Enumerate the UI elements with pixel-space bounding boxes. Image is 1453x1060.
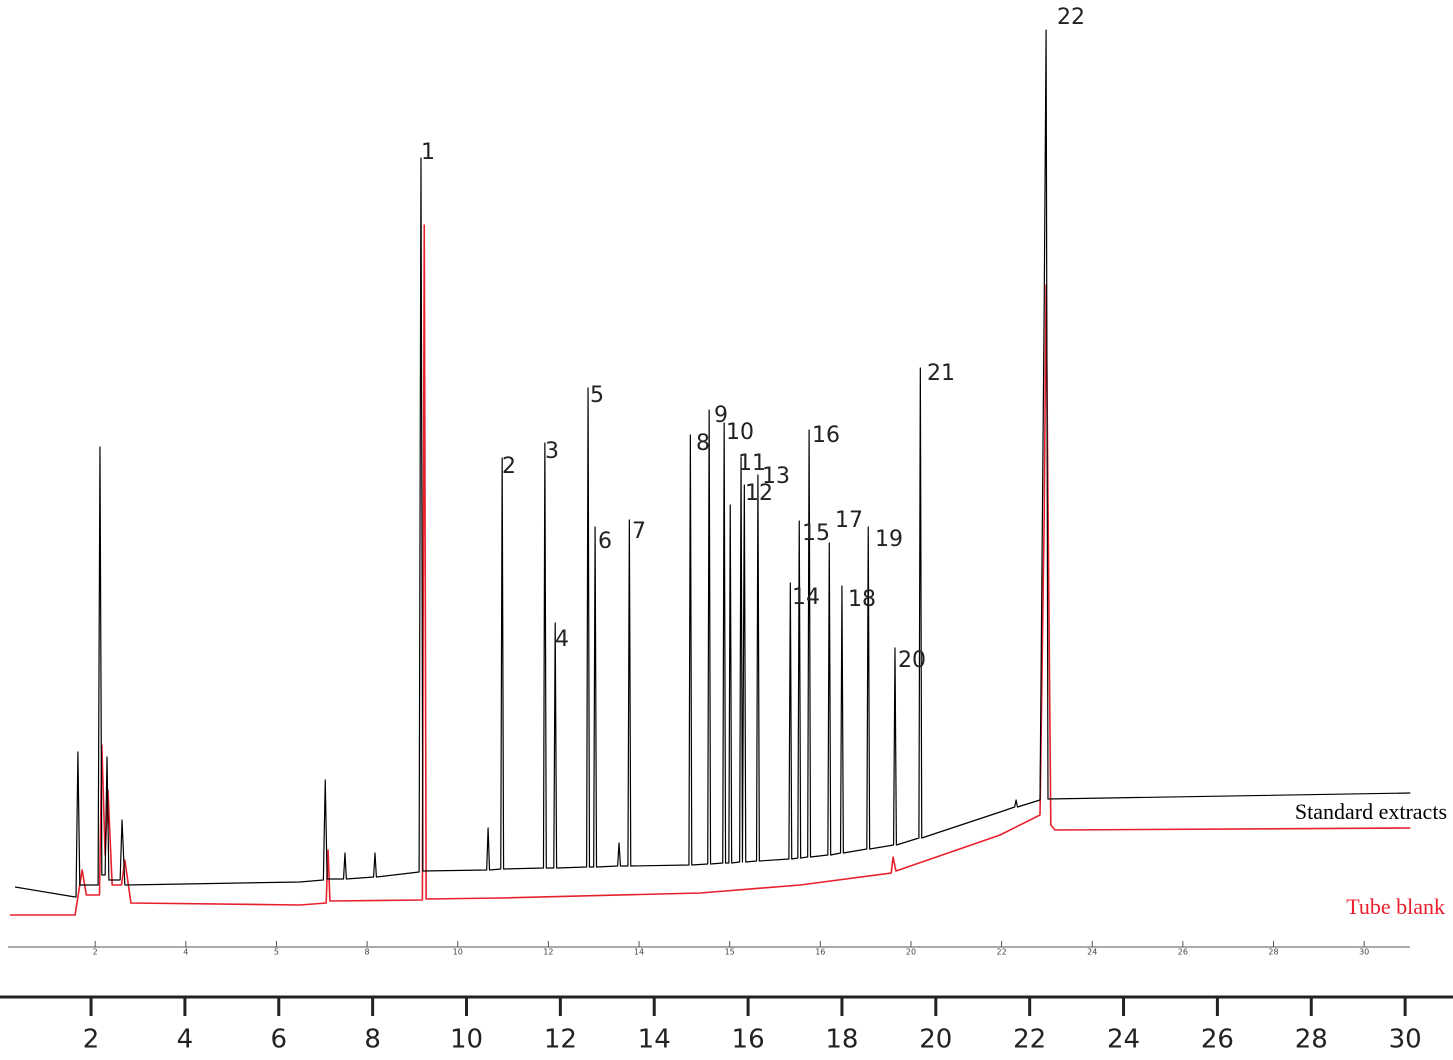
x-tick-label: 28 [1295, 1025, 1328, 1055]
peak-label: 4 [555, 627, 569, 652]
peak-label: 18 [848, 587, 876, 612]
x-tick-label: 26 [1201, 1025, 1234, 1055]
x2-tick-label: 24 [1087, 948, 1097, 957]
peak-label: 1 [421, 140, 435, 165]
x-tick-label: 20 [919, 1025, 952, 1055]
peak-label: 14 [792, 585, 820, 610]
peak-label: 10 [726, 420, 754, 445]
x-tick-label: 30 [1389, 1025, 1422, 1055]
peak-label: 19 [875, 527, 903, 552]
series-label: Standard extracts [1295, 799, 1447, 824]
x2-tick-label: 22 [997, 948, 1007, 957]
x2-tick-label: 28 [1268, 948, 1278, 957]
peak-label: 13 [762, 464, 790, 489]
peak-label: 6 [598, 529, 612, 554]
x2-tick-label: 5 [274, 948, 279, 957]
peak-label: 5 [590, 383, 604, 408]
x2-tick-label: 30 [1359, 948, 1369, 957]
peak-label: 11 [738, 451, 766, 476]
x-tick-label: 10 [450, 1025, 483, 1055]
x-tick-label: 14 [638, 1025, 671, 1055]
peak-label: 2 [502, 454, 516, 479]
peak-label: 17 [835, 508, 863, 533]
x2-tick-label: 8 [365, 948, 370, 957]
x2-tick-label: 20 [906, 948, 916, 957]
peak-label: 3 [545, 439, 559, 464]
x2-tick-label: 12 [543, 948, 553, 957]
x-tick-label: 18 [825, 1025, 858, 1055]
x2-tick-label: 15 [725, 948, 735, 957]
x2-tick-label: 14 [634, 948, 644, 957]
x-tick-label: 22 [1013, 1025, 1046, 1055]
peak-label: 21 [927, 361, 955, 386]
x2-tick-label: 4 [183, 948, 188, 957]
peak-label: 15 [802, 521, 830, 546]
x-tick-label: 8 [364, 1025, 381, 1055]
x-tick-label: 4 [177, 1025, 194, 1055]
x-tick-label: 24 [1107, 1025, 1140, 1055]
x-tick-label: 12 [544, 1025, 577, 1055]
x2-tick-label: 16 [815, 948, 825, 957]
peak-label: 12 [745, 481, 773, 506]
trace [9, 224, 1411, 916]
peak-label: 16 [812, 423, 840, 448]
peak-label: 9 [714, 403, 728, 428]
x-tick-label: 2 [83, 1025, 100, 1055]
series-label: Tube blank [1346, 894, 1445, 919]
x2-tick-label: 2 [93, 948, 98, 957]
x2-tick-label: 10 [453, 948, 463, 957]
peak-label: 22 [1057, 5, 1085, 30]
peak-label: 7 [632, 519, 646, 544]
trace [14, 29, 1411, 898]
peak-label: 8 [696, 431, 710, 456]
x2-tick-label: 26 [1178, 948, 1188, 957]
x-tick-label: 16 [732, 1025, 765, 1055]
x-tick-label: 6 [270, 1025, 287, 1055]
peak-label: 20 [898, 648, 926, 673]
